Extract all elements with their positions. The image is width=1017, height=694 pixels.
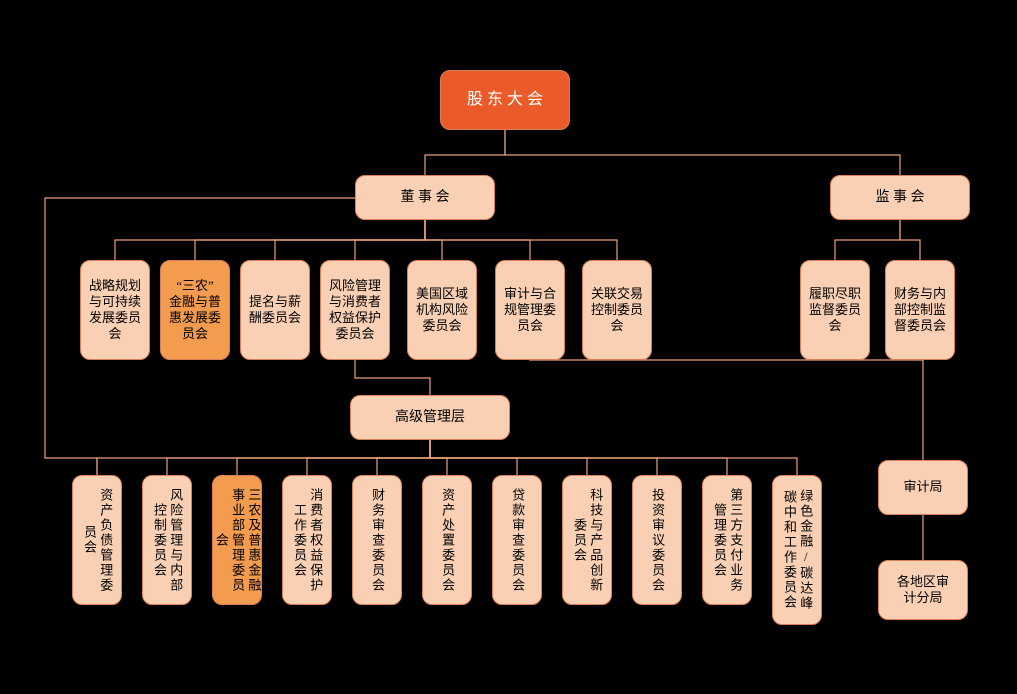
org-node-b4: 风险管理与消费者权益保护委员会 xyxy=(320,260,390,360)
org-node-b1: 战略规划与可持续发展委员会 xyxy=(80,260,150,360)
org-node-s1: 履职尽职监督委员会 xyxy=(800,260,870,360)
org-node-supv: 监 事 会 xyxy=(830,175,970,220)
org-node-b5: 美国区域机构风险委员会 xyxy=(407,260,477,360)
org-node-m9: 投资审议委员会 xyxy=(632,475,682,605)
org-node-m11: 绿色金融/碳达峰碳中和工作委员会 xyxy=(772,475,822,625)
org-node-m6: 资产处置委员会 xyxy=(422,475,472,605)
org-node-audit: 审计局 xyxy=(878,460,968,515)
org-node-board: 董 事 会 xyxy=(355,175,495,220)
org-node-audit_br: 各地区审计分局 xyxy=(878,560,968,620)
org-node-m5: 财务审查委员会 xyxy=(352,475,402,605)
org-node-s2: 财务与内部控制监督委员会 xyxy=(885,260,955,360)
org-node-m7: 贷款审查委员会 xyxy=(492,475,542,605)
org-node-senior: 高级管理层 xyxy=(350,395,510,440)
org-node-b3: 提名与薪酬委员会 xyxy=(240,260,310,360)
org-node-m8: 科技与产品创新委员会 xyxy=(562,475,612,605)
org-node-b7: 关联交易控制委员会 xyxy=(582,260,652,360)
org-node-m1: 资产负债管理委员会 xyxy=(72,475,122,605)
org-node-m10: 第三方支付业务管理委员会 xyxy=(702,475,752,605)
org-node-b6: 审计与合规管理委员会 xyxy=(495,260,565,360)
org-node-root: 股 东 大 会 xyxy=(440,70,570,130)
org-node-b2: “三农”金融与普惠发展委员会 xyxy=(160,260,230,360)
org-node-m2: 风险管理与内部控制委员会 xyxy=(142,475,192,605)
org-node-m3: 三农及普惠金融事业部管理委员会 xyxy=(212,475,262,605)
org-node-m4: 消费者权益保护工作委员会 xyxy=(282,475,332,605)
